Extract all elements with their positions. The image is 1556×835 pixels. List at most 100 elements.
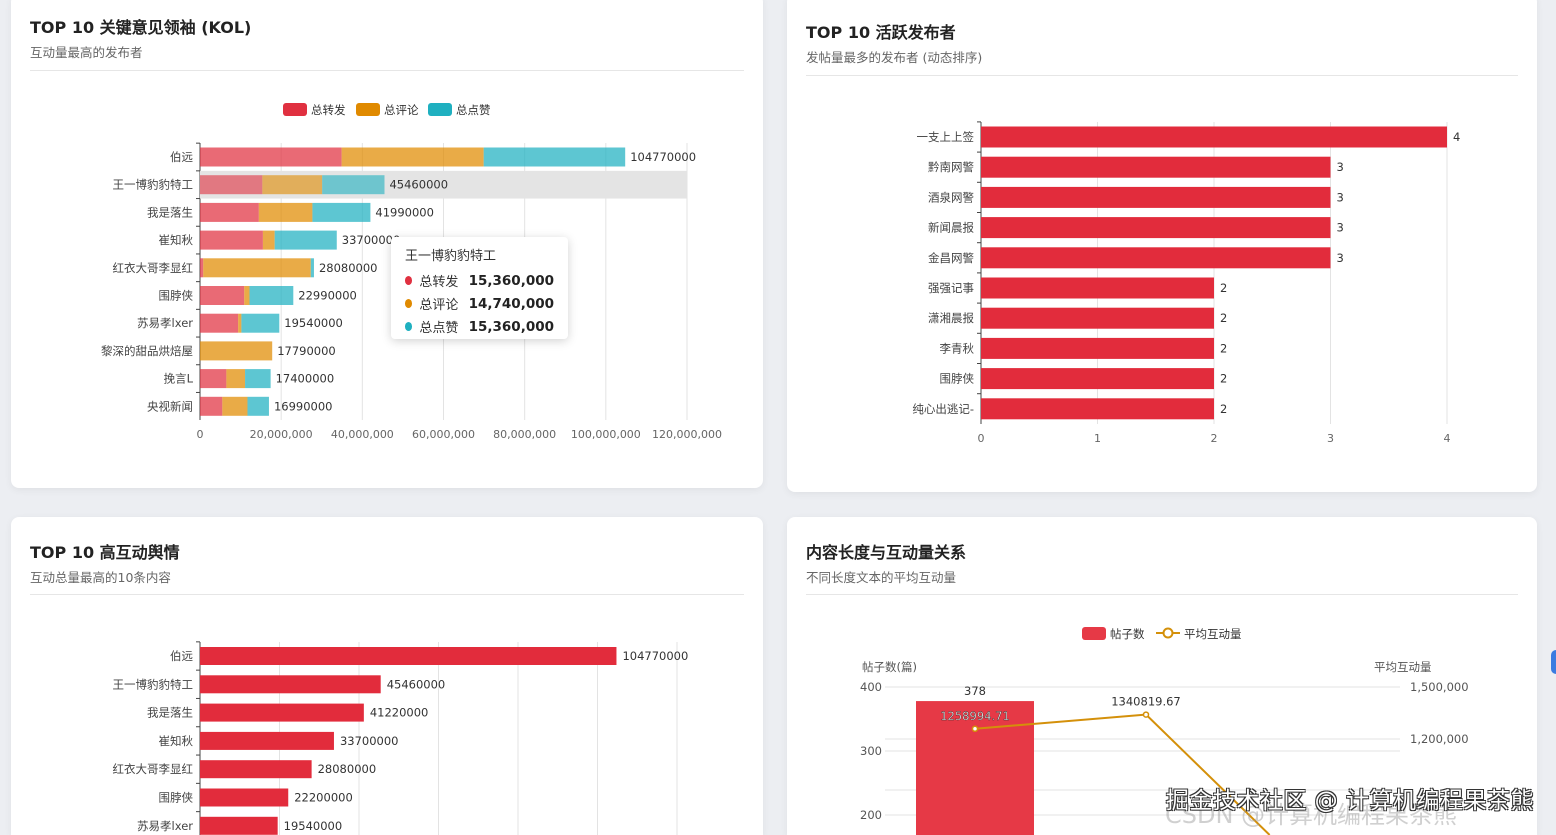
bar-value-label: 2 [1220,402,1227,416]
y-category-label: 我是落生 [147,205,193,219]
top-interaction-bar-chart: 伯远 104770000 王一博豹豹特工 45460000 我是落生 41220000 崔知… [113,641,688,835]
legend: 总转发 总评论 总点赞 [283,103,491,117]
floating-action-button[interactable] [1551,650,1556,674]
tooltip-label: 总转发 [419,275,459,290]
bar-segment [245,369,271,389]
bar [981,398,1214,420]
bar-value-label: 19540000 [284,819,343,833]
legend-label: 平均互动量 [1184,627,1242,641]
bar-value-label: 3 [1337,190,1344,204]
tooltip-row-comment: 总评论 14,740,000 [405,292,554,315]
bar-value-label: 41990000 [375,205,434,219]
active-title: TOP 10 活跃发布者 [806,23,956,42]
y-category-label: 围脖侠 [159,289,194,303]
bar-value-label: 45460000 [389,178,448,192]
y-category-label: 挽言L [164,372,194,386]
divider [806,594,1518,595]
interaction-title: TOP 10 高互动舆情 [30,543,180,562]
tooltip-row-repost: 总转发 15,360,000 [405,269,554,292]
bar-value-label: 45460000 [387,677,446,691]
x-tick-label: 60,000,000 [412,428,475,441]
bar-segment [341,147,484,167]
left-axis-title: 帖子数(篇) [862,660,917,674]
bar [200,788,289,807]
bar-value-label: 4 [1453,130,1460,144]
bar-value-label: 41220000 [370,706,429,720]
y-category-label: 酒泉网警 [928,190,974,204]
bar-segment [249,286,294,305]
bar [981,247,1331,269]
y-category-label: 围脖侠 [159,791,194,805]
kol-subtitle: 互动量最高的发布者 [30,45,143,60]
bar-segment [203,258,311,278]
y-category-label: 金昌网警 [928,251,974,265]
series-dot-icon [405,322,413,331]
watermark-faint: CSDN @计算机编程果茶熊 [1165,801,1458,829]
left-tick-label: 300 [860,744,882,758]
x-tick-label: 120,000,000 [652,428,722,441]
bar [200,675,381,694]
tooltip-value: 15,360,000 [468,272,554,289]
bar-segment [241,313,280,333]
legend-label: 总点赞 [456,103,491,117]
line-value-label: 1340819.67 [1111,695,1181,709]
bar-segment [200,202,259,222]
legend-swatch [283,103,307,116]
divider [30,594,744,595]
bar-segment [200,147,342,167]
x-tick-label: 0 [197,428,204,441]
legend-label: 总评论 [384,103,419,117]
y-category-label: 李青秋 [940,341,975,355]
y-category-label: 新闻晨报 [928,221,974,235]
bar [981,126,1447,148]
bar-segment [262,175,323,195]
series-dot-icon [405,276,413,285]
bar-value-label: 2 [1220,341,1227,355]
y-category-label: 我是落生 [147,706,193,720]
bar-segment [262,230,275,250]
bar-segment [200,369,227,389]
y-category-label: 一支上上签 [917,130,975,144]
y-category-label: 黔南网警 [928,160,974,174]
line-point [971,725,979,733]
bar-value-label: 378 [964,684,986,698]
bar [981,307,1214,329]
y-category-label: 强强记事 [928,281,974,295]
legend-swatch [356,103,380,116]
tooltip-label: 总评论 [419,298,459,313]
x-tick-label: 4 [1444,432,1451,445]
y-category-label: 红衣大哥李显红 [113,762,194,776]
right-axis-title: 平均互动量 [1374,660,1432,674]
x-tick-label: 20,000,000 [250,428,313,441]
y-category-label: 潇湘晨报 [928,311,974,325]
y-category-label: 央视新闻 [147,399,193,413]
x-tick-label: 3 [1327,432,1334,445]
bar-segment [222,396,248,416]
bar-segment [258,202,313,222]
bar-value-label: 33700000 [340,734,399,748]
x-tick-label: 2 [1211,432,1218,445]
x-tick-label: 1 [1094,432,1101,445]
length-title: 内容长度与互动量关系 [806,543,967,562]
bar-value-label: 22990000 [298,289,357,303]
bar-segment [226,369,246,389]
bar-value-label: 33700000 [342,233,401,247]
bar-value-label: 28080000 [319,261,378,275]
bar-value-label: 2 [1220,281,1227,295]
bar-value-label: 104770000 [630,150,696,164]
x-tick-label: 0 [978,432,985,445]
divider [806,75,1518,76]
legend-swatch [428,103,452,116]
x-tick-label: 80,000,000 [493,428,556,441]
bar [981,217,1331,239]
y-category-label: 伯远 [170,150,193,164]
legend-label: 总转发 [311,103,346,117]
bar-segment [200,230,263,250]
bar-value-label: 19540000 [284,316,343,330]
bar-segment [310,258,314,278]
watermark: 掘金技术社区 @ 计算机编程果茶熊 [1165,788,1534,814]
bar-segment [244,286,250,305]
bar-segment [200,258,204,278]
bar-value-label: 3 [1337,251,1344,265]
